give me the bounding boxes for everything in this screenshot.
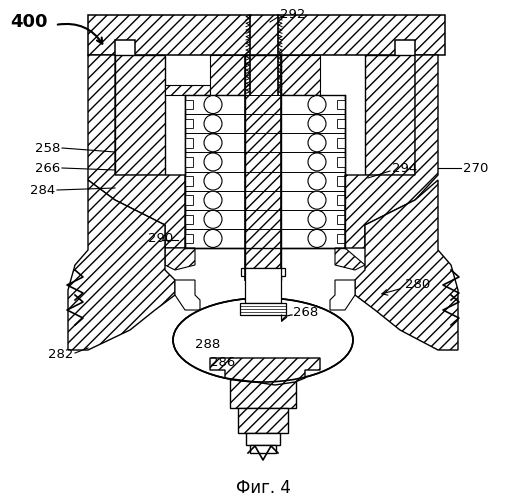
Bar bbox=[337, 214, 345, 224]
Circle shape bbox=[308, 114, 326, 132]
Ellipse shape bbox=[173, 298, 353, 382]
Polygon shape bbox=[355, 180, 458, 350]
Text: 286: 286 bbox=[210, 356, 235, 368]
Circle shape bbox=[204, 230, 222, 248]
Bar bbox=[337, 138, 345, 147]
Polygon shape bbox=[345, 55, 438, 248]
Text: 258: 258 bbox=[35, 142, 60, 154]
Text: 292: 292 bbox=[280, 8, 306, 20]
Polygon shape bbox=[165, 248, 195, 270]
Text: Фиг. 4: Фиг. 4 bbox=[236, 479, 290, 497]
Text: 280: 280 bbox=[405, 278, 430, 291]
Polygon shape bbox=[210, 358, 320, 385]
Bar bbox=[185, 176, 193, 186]
Polygon shape bbox=[330, 280, 355, 310]
Circle shape bbox=[204, 153, 222, 171]
Circle shape bbox=[204, 210, 222, 228]
Bar bbox=[185, 119, 193, 128]
Circle shape bbox=[204, 114, 222, 132]
Bar bbox=[246, 433, 280, 445]
Circle shape bbox=[204, 191, 222, 209]
Text: 266: 266 bbox=[35, 162, 60, 174]
Bar bbox=[185, 214, 193, 224]
Text: 270: 270 bbox=[463, 162, 488, 174]
Bar bbox=[185, 138, 193, 147]
Polygon shape bbox=[165, 85, 210, 95]
Bar bbox=[240, 303, 286, 315]
Text: 294: 294 bbox=[392, 162, 417, 174]
Bar bbox=[337, 100, 345, 110]
Circle shape bbox=[308, 96, 326, 114]
Bar bbox=[337, 196, 345, 205]
Text: 282: 282 bbox=[48, 348, 73, 362]
Polygon shape bbox=[278, 55, 320, 95]
Text: 268: 268 bbox=[293, 306, 318, 318]
Bar bbox=[185, 100, 193, 110]
Bar bbox=[185, 95, 345, 248]
Polygon shape bbox=[88, 55, 185, 248]
Text: 400: 400 bbox=[10, 13, 47, 31]
Bar bbox=[185, 234, 193, 243]
Circle shape bbox=[308, 134, 326, 152]
Bar bbox=[185, 157, 193, 166]
Bar bbox=[337, 176, 345, 186]
Circle shape bbox=[308, 191, 326, 209]
Circle shape bbox=[204, 96, 222, 114]
Text: 284: 284 bbox=[30, 184, 55, 196]
Polygon shape bbox=[115, 55, 165, 175]
Bar bbox=[337, 119, 345, 128]
Bar bbox=[250, 445, 276, 453]
Circle shape bbox=[308, 172, 326, 190]
Bar bbox=[337, 157, 345, 166]
Circle shape bbox=[204, 134, 222, 152]
Polygon shape bbox=[88, 15, 445, 55]
Polygon shape bbox=[68, 180, 175, 350]
Circle shape bbox=[204, 172, 222, 190]
Ellipse shape bbox=[198, 313, 328, 373]
Bar bbox=[245, 268, 281, 303]
Bar bbox=[230, 378, 296, 408]
Circle shape bbox=[308, 230, 326, 248]
Polygon shape bbox=[335, 248, 365, 270]
Circle shape bbox=[308, 153, 326, 171]
Bar bbox=[241, 268, 285, 276]
Polygon shape bbox=[365, 55, 415, 175]
Polygon shape bbox=[210, 55, 250, 95]
Circle shape bbox=[308, 210, 326, 228]
Text: 290: 290 bbox=[148, 232, 173, 244]
Polygon shape bbox=[245, 55, 281, 280]
Bar bbox=[185, 196, 193, 205]
Bar bbox=[238, 408, 288, 433]
Bar bbox=[337, 234, 345, 243]
Text: 288: 288 bbox=[195, 338, 220, 351]
Polygon shape bbox=[175, 280, 200, 310]
